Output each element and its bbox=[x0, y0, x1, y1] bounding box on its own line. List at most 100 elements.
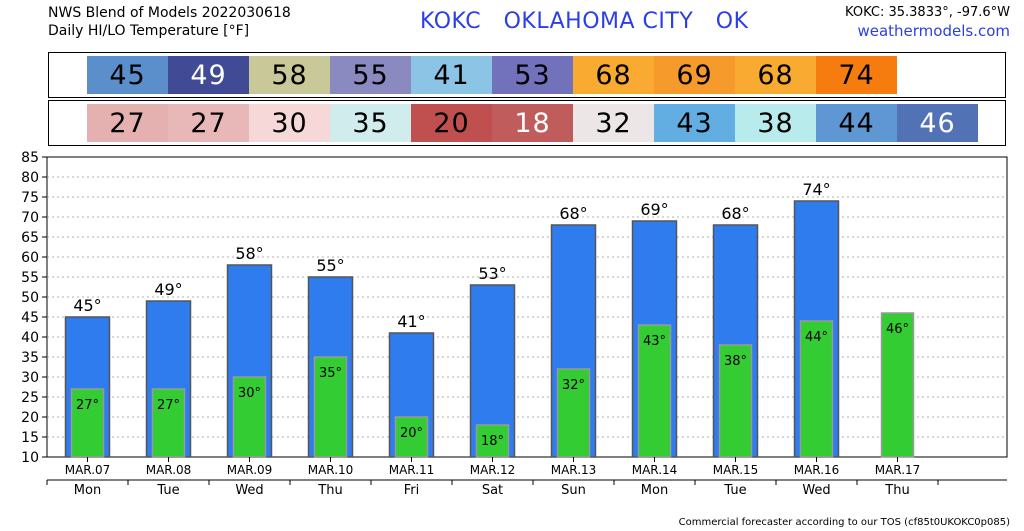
low-temp-bar bbox=[394, 416, 429, 458]
high-temp-box: 74 bbox=[816, 56, 897, 94]
high-temp-box: 58 bbox=[249, 56, 330, 94]
site-link[interactable]: weathermodels.com bbox=[857, 22, 1010, 40]
y-tick-label: 50 bbox=[21, 290, 39, 306]
low-temp-bar bbox=[718, 344, 753, 458]
y-tick-label: 60 bbox=[21, 250, 39, 266]
station-coords: KOKC: 35.3833°, -97.6°W bbox=[845, 5, 1010, 20]
low-temp-label: 27° bbox=[76, 398, 99, 413]
y-tick-label: 40 bbox=[21, 330, 39, 346]
weekday-label: Tue bbox=[156, 483, 179, 498]
low-temp-label: 18° bbox=[481, 434, 504, 449]
high-temp-box: 68 bbox=[573, 56, 654, 94]
low-temp-box: 32 bbox=[573, 104, 654, 142]
high-temp-label: 41° bbox=[397, 312, 425, 331]
low-temp-label: 44° bbox=[805, 330, 828, 345]
low-temp-box: 44 bbox=[816, 104, 897, 142]
temperature-chart: 10 15 20 25 30 35 40 45 50 55 60 65 70 75 80 85 45° 27° MA… bbox=[21, 150, 1008, 498]
y-tick-label: 30 bbox=[21, 370, 39, 386]
x-tick-label: MAR.10 bbox=[308, 463, 354, 477]
low-temp-label: 27° bbox=[157, 398, 180, 413]
header-left: NWS Blend of Models 2022030618 Daily HI/… bbox=[48, 4, 291, 40]
x-tick-label: MAR.11 bbox=[389, 463, 435, 477]
weekday-label: Mon bbox=[74, 483, 101, 498]
y-tick-label: 35 bbox=[21, 350, 39, 366]
high-temp-label: 68° bbox=[559, 204, 587, 223]
high-temp-box: 55 bbox=[330, 56, 411, 94]
weekday-label: Mon bbox=[641, 483, 668, 498]
x-tick-label: MAR.12 bbox=[470, 463, 516, 477]
weekday-label: Tue bbox=[723, 483, 746, 498]
low-temp-box: 27 bbox=[87, 104, 168, 142]
high-temp-box: 41 bbox=[411, 56, 492, 94]
y-tick-label: 55 bbox=[21, 270, 39, 286]
y-tick-label: 85 bbox=[21, 150, 39, 166]
weekday-label: Fri bbox=[404, 483, 420, 498]
y-tick-label: 80 bbox=[21, 170, 39, 186]
high-temp-label: 53° bbox=[478, 264, 506, 283]
high-temp-label: 49° bbox=[154, 280, 182, 299]
x-tick-label: MAR.07 bbox=[65, 463, 111, 477]
low-temp-box: 27 bbox=[168, 104, 249, 142]
y-tick-label: 20 bbox=[21, 410, 39, 426]
y-tick-label: 15 bbox=[21, 430, 39, 446]
y-tick-label: 65 bbox=[21, 230, 39, 246]
low-temp-label: 46° bbox=[886, 322, 909, 337]
x-tick-label: MAR.17 bbox=[875, 463, 921, 477]
low-temp-box: 30 bbox=[249, 104, 330, 142]
low-temp-box: 38 bbox=[735, 104, 816, 142]
low-temp-bar bbox=[151, 388, 186, 458]
high-temp-box: 53 bbox=[492, 56, 573, 94]
x-tick-label: MAR.08 bbox=[146, 463, 192, 477]
x-tick-label: MAR.13 bbox=[551, 463, 597, 477]
header-right: KOKC: 35.3833°, -97.6°W weathermodels.co… bbox=[845, 4, 1010, 40]
y-tick-label: 45 bbox=[21, 310, 39, 326]
low-temp-box: 20 bbox=[411, 104, 492, 142]
y-tick-label: 10 bbox=[21, 450, 39, 466]
high-temp-box: 69 bbox=[654, 56, 735, 94]
chart-title: NWS Blend of Models 2022030618 bbox=[48, 5, 291, 21]
y-tick-label: 70 bbox=[21, 210, 39, 226]
high-temp-band: 45 49 58 55 41 53 68 69 68 74 bbox=[48, 52, 1006, 98]
high-temp-label: 58° bbox=[235, 244, 263, 263]
high-temp-label: 74° bbox=[802, 180, 830, 199]
high-temp-label: 45° bbox=[73, 296, 101, 315]
y-tick-label: 25 bbox=[21, 390, 39, 406]
low-temp-bar bbox=[232, 376, 267, 458]
low-temp-bar bbox=[880, 312, 915, 458]
low-temp-bar bbox=[475, 424, 510, 458]
high-temp-box: 49 bbox=[168, 56, 249, 94]
weekday-label: Wed bbox=[235, 483, 263, 498]
low-temp-box: 46 bbox=[897, 104, 978, 142]
plot-area bbox=[46, 156, 1008, 458]
low-temp-label: 32° bbox=[562, 378, 585, 393]
low-temp-box: 18 bbox=[492, 104, 573, 142]
low-temp-bar bbox=[313, 356, 348, 458]
chart-subtitle: Daily HI/LO Temperature [°F] bbox=[48, 23, 250, 39]
low-temp-box: 35 bbox=[330, 104, 411, 142]
x-tick-label: MAR.15 bbox=[713, 463, 759, 477]
low-temp-bar bbox=[799, 320, 834, 458]
low-temp-label: 38° bbox=[724, 354, 747, 369]
footer-note: Commercial forecaster according to our T… bbox=[678, 517, 1010, 528]
low-temp-bar bbox=[637, 324, 672, 458]
low-temp-bar bbox=[556, 368, 591, 458]
high-temp-label: 69° bbox=[640, 200, 668, 219]
low-temp-label: 35° bbox=[319, 366, 342, 381]
weekday-label: Sat bbox=[482, 483, 503, 498]
low-temp-label: 43° bbox=[643, 334, 666, 349]
low-temp-bar bbox=[70, 388, 105, 458]
high-temp-label: 68° bbox=[721, 204, 749, 223]
low-temp-label: 30° bbox=[238, 386, 261, 401]
y-tick-label: 75 bbox=[21, 190, 39, 206]
x-tick-label: MAR.16 bbox=[794, 463, 840, 477]
x-tick-label: MAR.09 bbox=[227, 463, 273, 477]
weekday-label: Wed bbox=[802, 483, 830, 498]
high-temp-box: 45 bbox=[87, 56, 168, 94]
low-temp-label: 20° bbox=[400, 426, 423, 441]
x-tick-label: MAR.14 bbox=[632, 463, 678, 477]
high-temp-box: 68 bbox=[735, 56, 816, 94]
weekday-label: Sun bbox=[561, 483, 586, 498]
weekday-label: Thu bbox=[317, 483, 342, 498]
station-title: KOKC OKLAHOMA CITY OK bbox=[420, 9, 749, 34]
high-temp-label: 55° bbox=[316, 256, 344, 275]
